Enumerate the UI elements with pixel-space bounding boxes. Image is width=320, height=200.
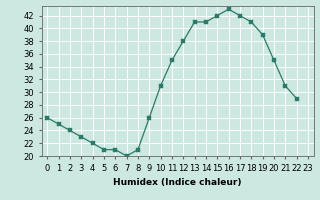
X-axis label: Humidex (Indice chaleur): Humidex (Indice chaleur) (113, 178, 242, 187)
